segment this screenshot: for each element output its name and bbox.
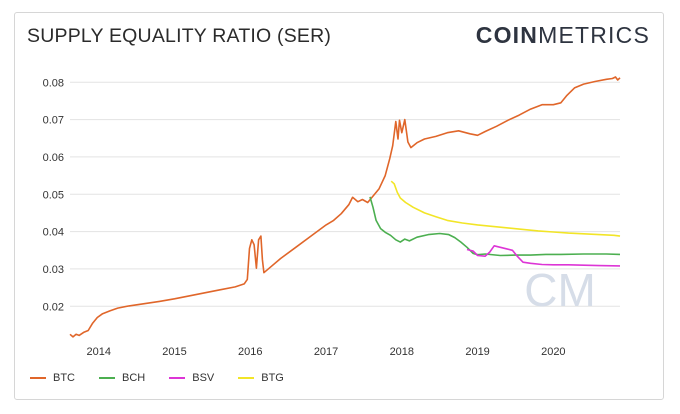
y-tick-label: 0.08	[43, 77, 64, 89]
legend-swatch	[99, 377, 115, 379]
x-tick-label: 2017	[314, 346, 338, 358]
legend-label: BTG	[261, 372, 284, 384]
x-tick-label: 2018	[390, 346, 414, 358]
cm-watermark: CM	[524, 264, 596, 316]
series-line-btc	[69, 76, 621, 338]
series-line-bch	[369, 196, 621, 257]
logo-bold-text: COIN	[475, 22, 539, 48]
x-tick-label: 2014	[87, 346, 111, 358]
legend-label: BTC	[53, 372, 75, 384]
x-tick-label: 2019	[465, 346, 489, 358]
y-tick-label: 0.07	[43, 115, 64, 127]
legend-swatch	[238, 377, 255, 379]
legend-item-bch[interactable]: BCH	[99, 372, 145, 384]
y-axis-ticks: 0.02 0.03 0.04 0.05 0.06 0.07 0.08	[43, 77, 64, 313]
chart-legend: BTC BCH BSV BTG	[30, 372, 284, 384]
legend-item-bsv[interactable]: BSV	[169, 372, 214, 384]
y-tick-label: 0.02	[43, 301, 64, 313]
y-tick-label: 0.03	[43, 264, 64, 276]
watermark-text: CM	[524, 264, 596, 316]
series-line-bsv	[466, 245, 621, 267]
grid-lines	[70, 81, 620, 307]
y-tick-label: 0.05	[43, 189, 64, 201]
coinmetrics-logo: COINMETRICS	[476, 22, 650, 49]
x-tick-label: 2015	[162, 346, 186, 358]
y-tick-label: 0.04	[43, 227, 64, 239]
chart-title: SUPPLY EQUALITY RATIO (SER)	[27, 25, 332, 47]
legend-item-btc[interactable]: BTC	[30, 372, 75, 384]
series-lines	[69, 76, 621, 338]
legend-swatch	[169, 377, 186, 379]
x-axis-ticks: 2014 2015 2016 2017 2018 2019 2020	[87, 346, 566, 358]
x-tick-label: 2020	[541, 346, 565, 358]
legend-item-btg[interactable]: BTG	[238, 372, 284, 384]
legend-label: BSV	[192, 372, 215, 384]
x-tick-label: 2016	[238, 346, 262, 358]
chart-card	[14, 12, 664, 400]
logo-light-text: METRICS	[538, 22, 650, 48]
series-line-btg	[390, 180, 621, 237]
legend-label: BCH	[122, 372, 146, 384]
y-tick-label: 0.06	[43, 152, 64, 164]
legend-swatch	[30, 377, 46, 379]
